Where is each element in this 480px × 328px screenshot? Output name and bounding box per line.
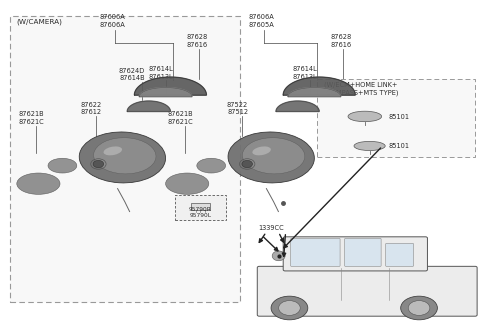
Ellipse shape bbox=[408, 300, 430, 316]
Text: 87621B
87621C: 87621B 87621C bbox=[18, 111, 44, 125]
Polygon shape bbox=[134, 77, 206, 95]
Text: 95790R
95790L: 95790R 95790L bbox=[189, 207, 212, 218]
Ellipse shape bbox=[197, 158, 226, 173]
Ellipse shape bbox=[93, 160, 104, 168]
Ellipse shape bbox=[272, 251, 285, 261]
Ellipse shape bbox=[166, 173, 209, 194]
Text: 87606A
87606A: 87606A 87606A bbox=[100, 14, 126, 28]
FancyBboxPatch shape bbox=[291, 238, 340, 266]
Ellipse shape bbox=[79, 132, 166, 183]
FancyBboxPatch shape bbox=[191, 203, 209, 210]
Text: 87522
87512: 87522 87512 bbox=[227, 102, 248, 115]
Ellipse shape bbox=[94, 138, 156, 174]
Polygon shape bbox=[139, 88, 192, 97]
Ellipse shape bbox=[348, 111, 382, 122]
Ellipse shape bbox=[242, 160, 252, 168]
Polygon shape bbox=[127, 101, 170, 112]
Text: 1339CC: 1339CC bbox=[258, 225, 284, 231]
Ellipse shape bbox=[104, 146, 122, 155]
FancyBboxPatch shape bbox=[10, 16, 240, 302]
FancyBboxPatch shape bbox=[386, 243, 414, 266]
Ellipse shape bbox=[17, 173, 60, 194]
Text: 87606A
87605A: 87606A 87605A bbox=[249, 14, 275, 28]
Polygon shape bbox=[283, 77, 355, 95]
Ellipse shape bbox=[271, 296, 308, 320]
FancyBboxPatch shape bbox=[257, 266, 477, 316]
Text: 87624D
87614B: 87624D 87614B bbox=[119, 68, 145, 81]
Polygon shape bbox=[276, 101, 319, 112]
Ellipse shape bbox=[354, 141, 385, 151]
Text: 87622
87612: 87622 87612 bbox=[81, 102, 102, 115]
Ellipse shape bbox=[279, 300, 300, 316]
FancyBboxPatch shape bbox=[283, 237, 428, 271]
Ellipse shape bbox=[228, 132, 314, 183]
FancyBboxPatch shape bbox=[317, 79, 475, 157]
Ellipse shape bbox=[252, 146, 271, 155]
Text: 87628
87616: 87628 87616 bbox=[186, 34, 207, 48]
Ellipse shape bbox=[401, 296, 437, 320]
Ellipse shape bbox=[48, 158, 77, 173]
Text: (W/ECM+HOME LINK+
 COMPASS+MTS TYPE): (W/ECM+HOME LINK+ COMPASS+MTS TYPE) bbox=[324, 81, 398, 96]
Text: 85101: 85101 bbox=[389, 143, 410, 149]
Text: (W/CAMERA): (W/CAMERA) bbox=[17, 18, 63, 25]
Ellipse shape bbox=[242, 138, 305, 174]
Text: 87621B
87621C: 87621B 87621C bbox=[167, 111, 193, 125]
Text: 87614L
87613L: 87614L 87613L bbox=[292, 66, 317, 80]
FancyBboxPatch shape bbox=[345, 238, 381, 266]
Text: 87614L
87613L: 87614L 87613L bbox=[148, 66, 173, 80]
FancyBboxPatch shape bbox=[175, 195, 226, 220]
Polygon shape bbox=[288, 88, 341, 97]
Text: 87628
87616: 87628 87616 bbox=[330, 34, 351, 48]
Text: 85101: 85101 bbox=[389, 114, 410, 120]
